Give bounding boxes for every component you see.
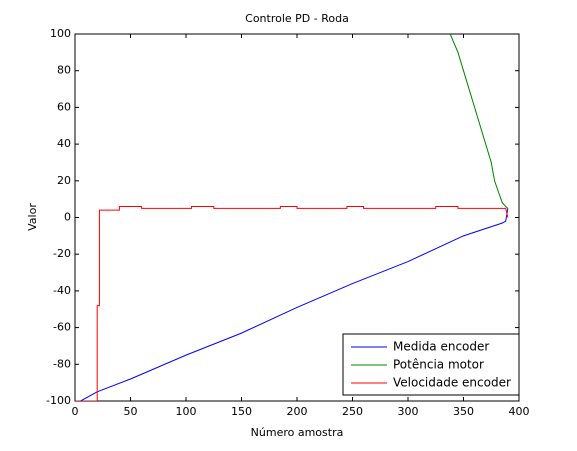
line xyxy=(80,208,509,401)
x-tick-label: 0 xyxy=(72,405,79,418)
y-tick-label: -80 xyxy=(53,357,71,370)
x-tick-label: 50 xyxy=(124,405,138,418)
chart-title: Controle PD - Roda xyxy=(245,12,349,25)
x-tick-label: 200 xyxy=(287,405,308,418)
x-axis-label: Número amostra xyxy=(251,426,344,439)
legend-label: Potência motor xyxy=(393,358,484,372)
y-tick-label: -40 xyxy=(53,284,71,297)
plot-lines xyxy=(75,34,509,401)
y-tick-label: -100 xyxy=(46,394,71,407)
line xyxy=(75,205,509,401)
x-tick-label: 100 xyxy=(176,405,197,418)
y-tick-label: 60 xyxy=(57,100,71,113)
y-tick-label: 40 xyxy=(57,137,71,150)
x-tick-label: 350 xyxy=(453,405,474,418)
x-tick-label: 250 xyxy=(342,405,363,418)
y-tick-label: 80 xyxy=(57,64,71,77)
y-axis-label: Valor xyxy=(26,203,39,231)
y-tick-label: 0 xyxy=(64,211,71,224)
y-tick-label: -60 xyxy=(53,321,71,334)
y-tick-label: -20 xyxy=(53,247,71,260)
x-tick-label: 400 xyxy=(509,405,530,418)
legend-label: Velocidade encoder xyxy=(393,376,511,390)
x-tick-label: 150 xyxy=(231,405,252,418)
y-tick-label: 100 xyxy=(50,27,71,40)
y-tick-label: 20 xyxy=(57,174,71,187)
line xyxy=(449,34,509,209)
legend-label: Medida encoder xyxy=(393,340,489,354)
x-tick-label: 300 xyxy=(398,405,419,418)
